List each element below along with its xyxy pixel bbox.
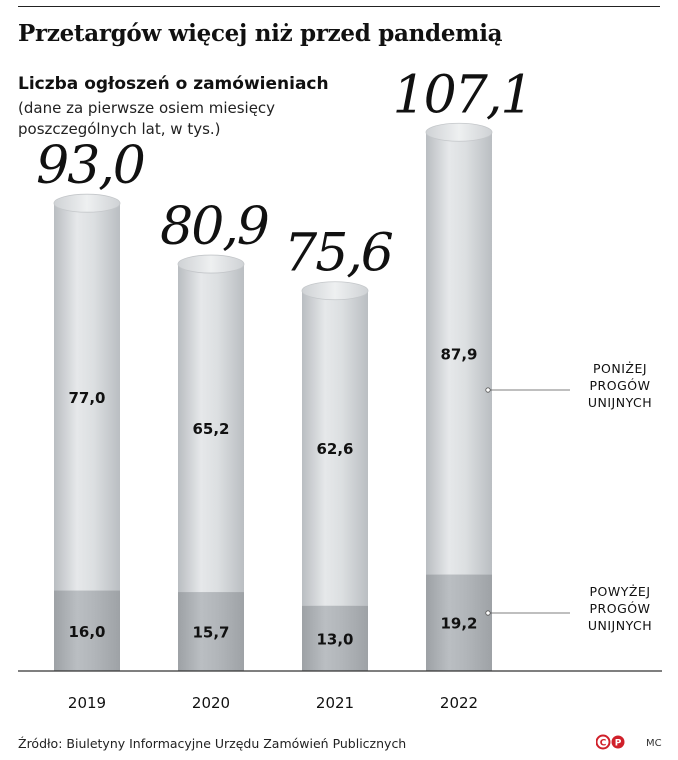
bar-cap-2022 [425,122,493,142]
publisher-logo: C P [596,734,625,750]
total-label-2020: 80,9 [160,197,269,257]
top-rule [18,6,660,7]
chart-note: (dane za pierwsze osiem miesięcy poszcze… [18,99,276,138]
total-label-2021: 75,6 [284,224,393,284]
bar-segment-above-threshold-2020 [178,592,244,671]
bar-segment-below-threshold-2021 [302,290,368,606]
year-label-2022: 2022 [440,694,478,712]
svg-text:P: P [615,739,622,749]
value-label-above-threshold-2021: 13,0 [316,630,353,648]
year-label-2019: 2019 [68,694,106,712]
bar-segment-below-threshold-2022 [426,132,492,575]
bar-segment-below-threshold-2020 [178,264,244,593]
svg-text:C: C [600,739,607,749]
bar-cap-2019 [53,193,121,213]
bar-segment-above-threshold-2021 [302,605,368,671]
legend-label-above-threshold: POWYŻEJ PROGÓW UNIJNYCH [588,584,652,633]
value-label-below-threshold-2021: 62,6 [316,440,353,458]
value-label-above-threshold-2020: 15,7 [192,624,229,642]
total-label-2022: 107,1 [393,65,532,125]
year-label-2020: 2020 [192,694,230,712]
total-label-2019: 93,0 [36,136,145,196]
legend-dot-below-threshold [485,387,491,393]
source-note: Źródło: Biuletyny Informacyjne Urzędu Za… [18,736,407,751]
value-label-below-threshold-2019: 77,0 [68,389,105,407]
year-label-2021: 2021 [316,694,354,712]
legend-layer: PONIŻEJ PROGÓW UNIJNYCH POWYŻEJ PROGÓW UNIJNY… [485,361,652,633]
value-label-below-threshold-2020: 65,2 [192,420,229,438]
legend-label-below-threshold: PONIŻEJ PROGÓW UNIJNYCH [588,361,652,410]
bar-cap-2020 [177,254,245,274]
stacked-cylinder-chart: 93,0 77,0 16,0 2019 80,9 65,2 15,7 2020 75,6 62,6… [18,65,662,712]
value-label-below-threshold-2022: 87,9 [440,345,477,363]
legend-dot-above-threshold [485,610,491,616]
author-initials: MC [646,738,662,749]
bar-cap-2021 [301,281,369,301]
bar-segment-above-threshold-2019 [54,590,120,671]
value-label-above-threshold-2019: 16,0 [68,623,105,641]
bar-segment-below-threshold-2019 [54,203,120,591]
bars-layer: 93,0 77,0 16,0 2019 80,9 65,2 15,7 2020 75,6 62,6… [36,65,533,712]
page-title: Przetargów więcej niż przed pandemią [18,20,503,47]
bar-segment-above-threshold-2022 [426,574,492,671]
chart-subtitle: Liczba ogłoszeń o zamówieniach [18,74,329,94]
value-label-above-threshold-2022: 19,2 [440,615,477,633]
